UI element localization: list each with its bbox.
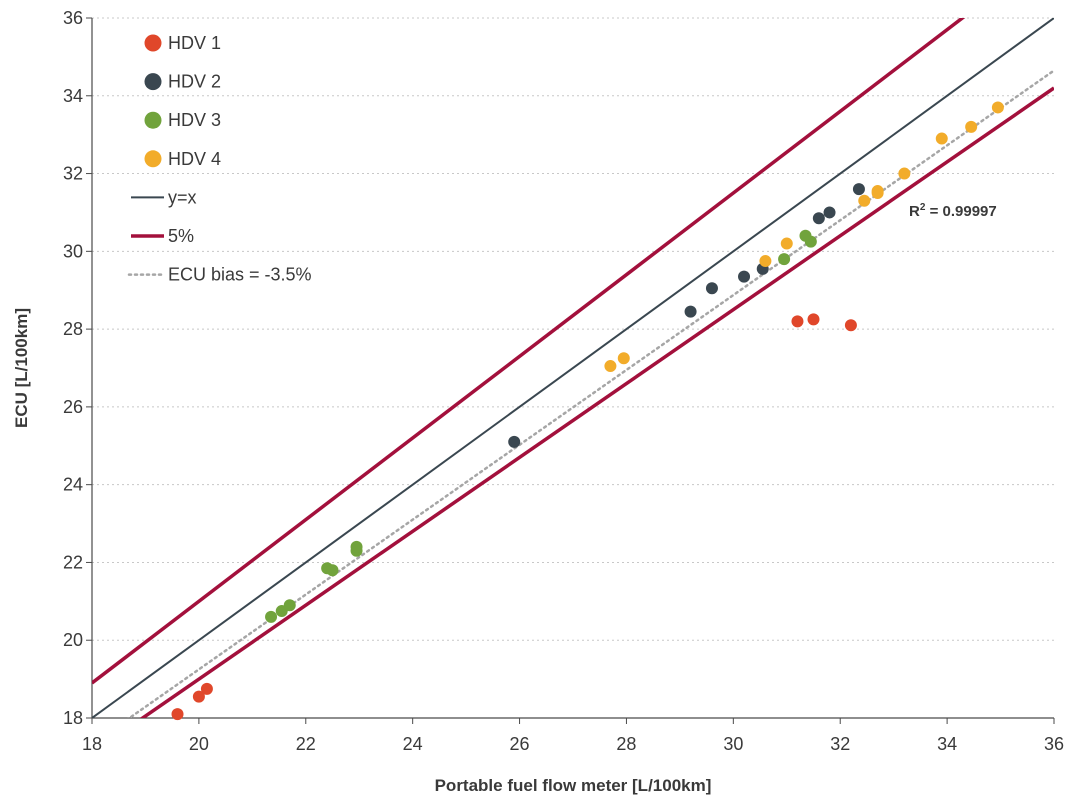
data-point xyxy=(738,270,751,283)
data-point xyxy=(508,435,521,448)
line-lower-5pct-bound xyxy=(139,86,1054,718)
data-point xyxy=(965,120,978,133)
reference-lines xyxy=(92,18,1054,718)
data-point xyxy=(991,101,1004,114)
data-point xyxy=(265,610,278,623)
x-tick-label: 28 xyxy=(616,734,636,754)
data-point xyxy=(858,194,871,207)
y-tick-label: 32 xyxy=(63,164,83,184)
data-point xyxy=(326,564,339,577)
data-point xyxy=(898,167,911,180)
x-axis-title: Portable fuel flow meter [L/100km] xyxy=(435,776,712,795)
line-ecu-bias-3-5 xyxy=(127,69,1054,718)
data-point xyxy=(684,305,697,318)
y-tick-label: 36 xyxy=(63,8,83,28)
x-tick-label: 30 xyxy=(723,734,743,754)
data-point xyxy=(935,132,948,145)
data-point xyxy=(759,255,772,268)
data-point xyxy=(871,187,884,199)
tick-labels: 18 20 22 24 26 28 30 32 34 36 18 20 22 24 26 28 30 32 34 36 xyxy=(63,8,1064,754)
legend-label: HDV 2 xyxy=(168,72,221,92)
legend: HDV 1 HDV 2 HDV 3 HDV 4 y=x 5% ECU bias = -3.5… xyxy=(127,33,312,285)
r-squared-annotation: R2 = 0.99997 xyxy=(909,202,997,220)
y-tick-label: 22 xyxy=(63,552,83,572)
data-point xyxy=(350,540,363,553)
data-points xyxy=(171,101,1004,721)
x-tick-label: 26 xyxy=(510,734,530,754)
x-tick-label: 34 xyxy=(937,734,957,754)
legend-label: HDV 1 xyxy=(168,33,221,53)
grid-lines xyxy=(92,17,1054,641)
data-point xyxy=(823,206,836,219)
data-point xyxy=(804,235,817,248)
data-point xyxy=(200,682,213,695)
y-tick-label: 30 xyxy=(63,241,83,261)
data-point xyxy=(604,360,617,373)
legend-label: HDV 3 xyxy=(168,110,221,130)
data-point xyxy=(844,319,857,332)
y-axis-title: ECU [L/100km] xyxy=(12,308,31,428)
series-hdv-3 xyxy=(265,229,817,623)
r-squared-prefix: R xyxy=(909,203,920,220)
series-hdv-4 xyxy=(604,101,1004,373)
data-point xyxy=(791,315,804,328)
legend-label: 5% xyxy=(168,226,194,246)
data-point xyxy=(171,708,184,721)
line-y-x xyxy=(92,18,1054,718)
x-tick-label: 24 xyxy=(403,734,423,754)
data-point xyxy=(852,183,865,196)
data-point xyxy=(617,352,630,365)
x-tick-label: 36 xyxy=(1044,734,1064,754)
data-point xyxy=(812,212,825,225)
y-tick-label: 34 xyxy=(63,86,83,106)
legend-label: y=x xyxy=(168,187,197,207)
data-point xyxy=(705,282,718,295)
x-tick-label: 22 xyxy=(296,734,316,754)
legend-label: HDV 4 xyxy=(168,149,221,169)
data-point xyxy=(192,690,205,703)
y-tick-label: 28 xyxy=(63,319,83,339)
x-tick-label: 32 xyxy=(830,734,850,754)
r-squared-value: = 0.99997 xyxy=(925,203,996,220)
axes xyxy=(86,17,1055,724)
legend-marker xyxy=(144,73,162,91)
data-point xyxy=(780,237,793,250)
legend-marker xyxy=(144,34,162,52)
data-point xyxy=(778,253,791,266)
legend-label: ECU bias = -3.5% xyxy=(168,265,312,285)
data-point xyxy=(283,599,296,612)
data-point xyxy=(807,313,820,326)
x-tick-label: 20 xyxy=(189,734,209,754)
series-hdv-1 xyxy=(171,313,857,721)
legend-marker xyxy=(144,150,162,168)
x-tick-label: 18 xyxy=(82,734,102,754)
legend-marker xyxy=(144,111,162,129)
y-tick-label: 26 xyxy=(63,397,83,417)
y-tick-label: 18 xyxy=(63,708,83,728)
line-5 xyxy=(92,18,966,685)
y-tick-label: 20 xyxy=(63,630,83,650)
y-tick-label: 24 xyxy=(63,475,83,495)
r-squared-superscript: 2 xyxy=(920,202,926,213)
